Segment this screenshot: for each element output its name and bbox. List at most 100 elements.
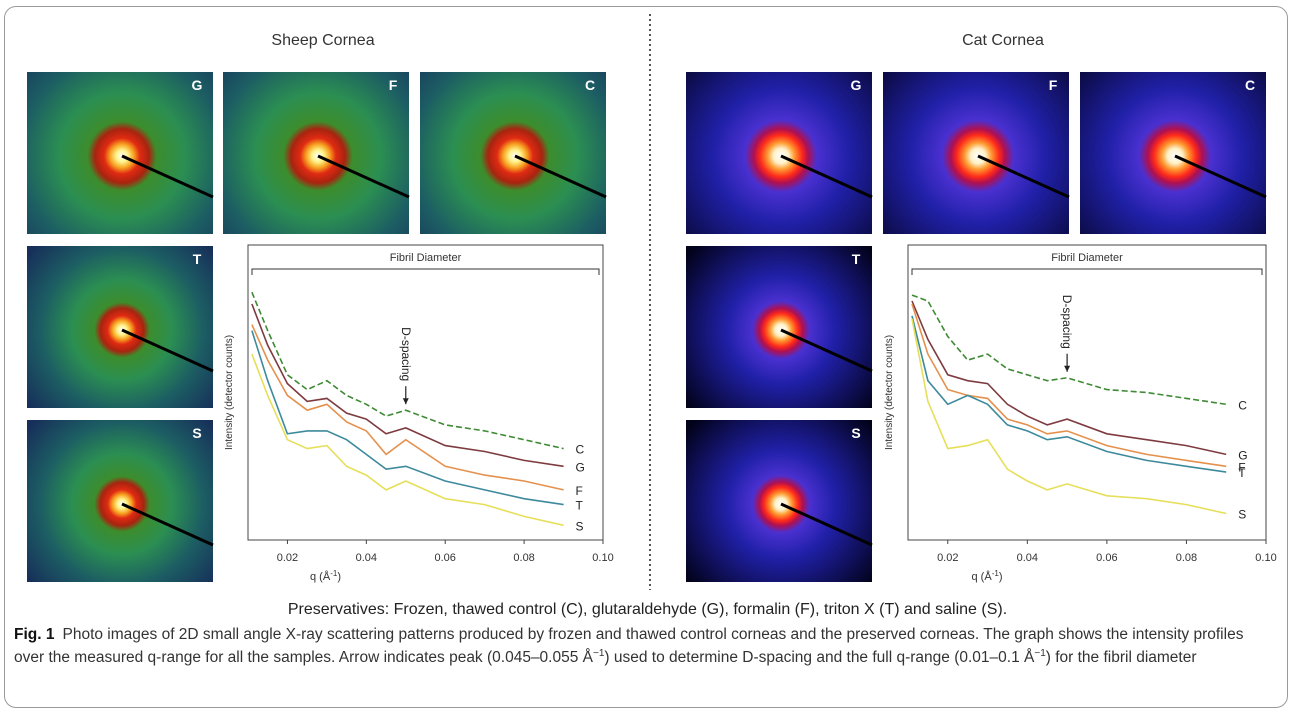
scatter-image: G <box>686 72 873 234</box>
beamstop <box>1174 154 1267 199</box>
scatter-pattern <box>686 246 872 408</box>
series-line <box>251 324 564 491</box>
series-line <box>251 353 564 527</box>
x-axis-label-sup: -1 <box>330 569 338 578</box>
beamstop <box>121 154 214 199</box>
beamstop <box>780 328 873 373</box>
caption-text: ) for the fibril diameter <box>1045 648 1197 666</box>
scatter-image: C <box>420 72 607 234</box>
image-letter: S <box>192 425 201 441</box>
series-line <box>911 300 1227 456</box>
image-letter: F <box>1049 77 1058 93</box>
x-tick-label: 0.04 <box>356 552 377 564</box>
scatter-image: G <box>27 72 214 234</box>
plot-frame <box>247 244 604 541</box>
series-label: C <box>576 443 585 457</box>
scatter-pattern <box>686 420 872 582</box>
x-tick-label: 0.02 <box>277 552 298 564</box>
x-axis-label: q (Å-1) <box>972 569 1003 584</box>
caption-text: ) used to determine D-spacing and the fu… <box>604 648 1035 666</box>
series-label: C <box>1238 398 1247 412</box>
image-letter: T <box>193 251 202 267</box>
scatter-pattern <box>27 246 213 408</box>
plot-frame <box>907 244 1267 541</box>
series-line <box>911 315 1227 473</box>
x-axis-label-part: q (Å <box>310 570 331 583</box>
x-axis-label-part: ) <box>337 571 341 583</box>
x-axis-label-part: q (Å <box>972 570 993 583</box>
x-tick-label: 0.10 <box>592 552 613 564</box>
beamstop <box>317 154 410 199</box>
series-line <box>911 318 1227 515</box>
scatter-image: T <box>27 246 214 408</box>
x-tick-label: 0.02 <box>937 552 958 564</box>
series-line <box>251 330 564 506</box>
x-tick-label: 0.08 <box>513 552 534 564</box>
scatter-image: F <box>883 72 1070 234</box>
preservatives-note: Preservatives: Frozen, thawed control (C… <box>287 601 1008 618</box>
beamstop <box>121 328 214 373</box>
scatter-image: S <box>27 420 214 582</box>
beamstop <box>780 154 873 199</box>
panel-title: Sheep Cornea <box>271 32 374 49</box>
series-line <box>911 303 1227 468</box>
caption-text: Photo images of 2D small angle X-ray sca… <box>14 626 1244 666</box>
x-tick-label: 0.10 <box>1255 552 1276 564</box>
series-label: S <box>1238 507 1246 521</box>
scatter-pattern <box>420 72 606 234</box>
arrow-head <box>1064 365 1071 372</box>
series-label: T <box>1238 466 1246 480</box>
image-letter: T <box>852 251 861 267</box>
arrow-head <box>402 398 409 405</box>
image-letter: F <box>389 77 398 93</box>
scatter-pattern <box>27 72 213 234</box>
image-letter: G <box>851 77 862 93</box>
series-label: T <box>576 499 584 513</box>
x-axis-label-sup: -1 <box>992 569 1000 578</box>
beamstop <box>977 154 1070 199</box>
scatter-pattern <box>686 72 872 234</box>
x-tick-label: 0.06 <box>1096 552 1117 564</box>
x-tick-label: 0.04 <box>1017 552 1038 564</box>
caption-sup: −1 <box>1034 647 1046 659</box>
image-letter: C <box>585 77 595 93</box>
series-label: F <box>576 484 583 498</box>
y-axis-label: Intensity (detector counts) <box>224 335 235 450</box>
arrow-label: D-spacing <box>1060 295 1074 349</box>
bracket-label: Fibril Diameter <box>1051 252 1123 264</box>
caption-sup: −1 <box>593 647 605 659</box>
scatter-image: T <box>686 246 873 408</box>
panel-title: Cat Cornea <box>962 32 1044 49</box>
scatter-pattern <box>883 72 1069 234</box>
series-line <box>251 291 564 450</box>
x-axis-label: q (Å-1) <box>310 569 341 584</box>
scatter-image: F <box>223 72 410 234</box>
beamstop <box>514 154 607 199</box>
series-label: S <box>576 519 584 533</box>
series-line <box>911 294 1227 406</box>
scatter-pattern <box>1080 72 1266 234</box>
image-letter: S <box>851 425 860 441</box>
image-letter: G <box>192 77 203 93</box>
bracket <box>251 268 600 275</box>
bracket <box>911 268 1263 275</box>
x-tick-label: 0.08 <box>1176 552 1197 564</box>
x-axis-label-part: ) <box>999 571 1003 583</box>
image-letter: C <box>1245 77 1255 93</box>
x-tick-label: 0.06 <box>435 552 456 564</box>
scatter-image: C <box>1080 72 1267 234</box>
caption: Fig. 1 Photo images of 2D small angle X-r… <box>14 624 1244 669</box>
caption-label: Fig. 1 <box>14 626 55 643</box>
bracket-label: Fibril Diameter <box>390 252 462 264</box>
y-axis-label: Intensity (detector counts) <box>884 335 895 450</box>
beamstop <box>780 502 873 547</box>
scatter-pattern <box>223 72 409 234</box>
beamstop <box>121 502 214 547</box>
series-label: G <box>576 460 585 474</box>
figure-frame <box>4 6 1288 708</box>
arrow-label: D-spacing <box>399 327 413 381</box>
series-line <box>251 303 564 468</box>
scatter-image: S <box>686 420 873 582</box>
